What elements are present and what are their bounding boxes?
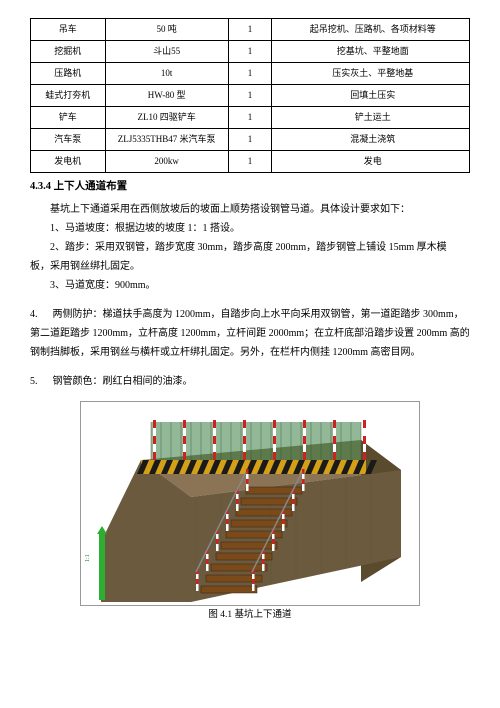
table-row: 铲车ZL10 四驱铲车1铲土运土: [31, 107, 470, 129]
table-row: 挖掘机斗山551挖基坑、平整地面: [31, 41, 470, 63]
figure-caption: 图 4.1 基坑上下通道: [30, 608, 470, 623]
table-cell: 50 吨: [105, 19, 228, 41]
item-4-label: 4.: [30, 305, 50, 324]
table-cell: 铲车: [31, 107, 106, 129]
item-3: 3、马道宽度：900mm。: [30, 276, 470, 295]
table-cell: 1: [228, 63, 272, 85]
item-2-cont: 板，采用钢丝绑扎固定。: [30, 257, 470, 276]
table-cell: 铲土运土: [272, 107, 470, 129]
equipment-table: 吊车50 吨1起吊挖机、压路机、各项材料等挖掘机斗山551挖基坑、平整地面压路机…: [30, 18, 470, 173]
table-cell: 斗山55: [105, 41, 228, 63]
table-cell: 1: [228, 19, 272, 41]
table-cell: 起吊挖机、压路机、各项材料等: [272, 19, 470, 41]
item-4: 4. 两侧防护：梯道扶手高度为 1200mm，自踏步向上水平向采用双钢管，第一道…: [30, 305, 470, 362]
table-cell: 1: [228, 129, 272, 151]
table-cell: 挖基坑、平整地面: [272, 41, 470, 63]
table-cell: HW-80 型: [105, 85, 228, 107]
table-row: 吊车50 吨1起吊挖机、压路机、各项材料等: [31, 19, 470, 41]
table-row: 汽车泵ZLJ5335THB47 米汽车泵1混凝土浇筑: [31, 129, 470, 151]
table-cell: 汽车泵: [31, 129, 106, 151]
item-5: 5. 钢管颜色：刷红白相间的油漆。: [30, 372, 470, 391]
item-5-text: 钢管颜色：刷红白相间的油漆。: [53, 376, 193, 387]
table-cell: 挖掘机: [31, 41, 106, 63]
table-cell: 压实灰土、平整地基: [272, 63, 470, 85]
table-row: 压路机10t1压实灰土、平整地基: [31, 63, 470, 85]
table-cell: 1: [228, 85, 272, 107]
table-cell: 混凝土浇筑: [272, 129, 470, 151]
table-cell: ZLJ5335THB47 米汽车泵: [105, 129, 228, 151]
item-1: 1、马道坡度：根据边坡的坡度 1：1 搭设。: [30, 219, 470, 238]
item-5-label: 5.: [30, 372, 50, 391]
table-cell: 发电: [272, 151, 470, 173]
intro-paragraph: 基坑上下通道采用在西侧放坡后的坡面上顺势搭设钢管马道。具体设计要求如下：: [30, 200, 470, 219]
table-cell: 1: [228, 151, 272, 173]
table-cell: 吊车: [31, 19, 106, 41]
table-cell: 1: [228, 107, 272, 129]
item-4-text: 两侧防护：梯道扶手高度为 1200mm，自踏步向上水平向采用双钢管，第一道距踏步…: [30, 309, 470, 358]
figure-4-1: 1:1: [80, 401, 420, 606]
item-2: 2、踏步：采用双钢管，踏步宽度 30mm，踏步高度 200mm，踏步钢管上铺设 …: [30, 238, 470, 257]
section-heading: 4.3.4 上下人通道布置: [30, 179, 470, 196]
table-cell: 10t: [105, 63, 228, 85]
table-cell: 200kw: [105, 151, 228, 173]
table-cell: ZL10 四驱铲车: [105, 107, 228, 129]
table-row: 蛙式打夯机HW-80 型1回填土压实: [31, 85, 470, 107]
table-cell: 压路机: [31, 63, 106, 85]
table-cell: 发电机: [31, 151, 106, 173]
svg-text:1:1: 1:1: [85, 554, 91, 562]
table-cell: 1: [228, 41, 272, 63]
excavation-ramp-illustration: 1:1: [81, 402, 419, 605]
table-cell: 回填土压实: [272, 85, 470, 107]
table-row: 发电机200kw1发电: [31, 151, 470, 173]
table-cell: 蛙式打夯机: [31, 85, 106, 107]
